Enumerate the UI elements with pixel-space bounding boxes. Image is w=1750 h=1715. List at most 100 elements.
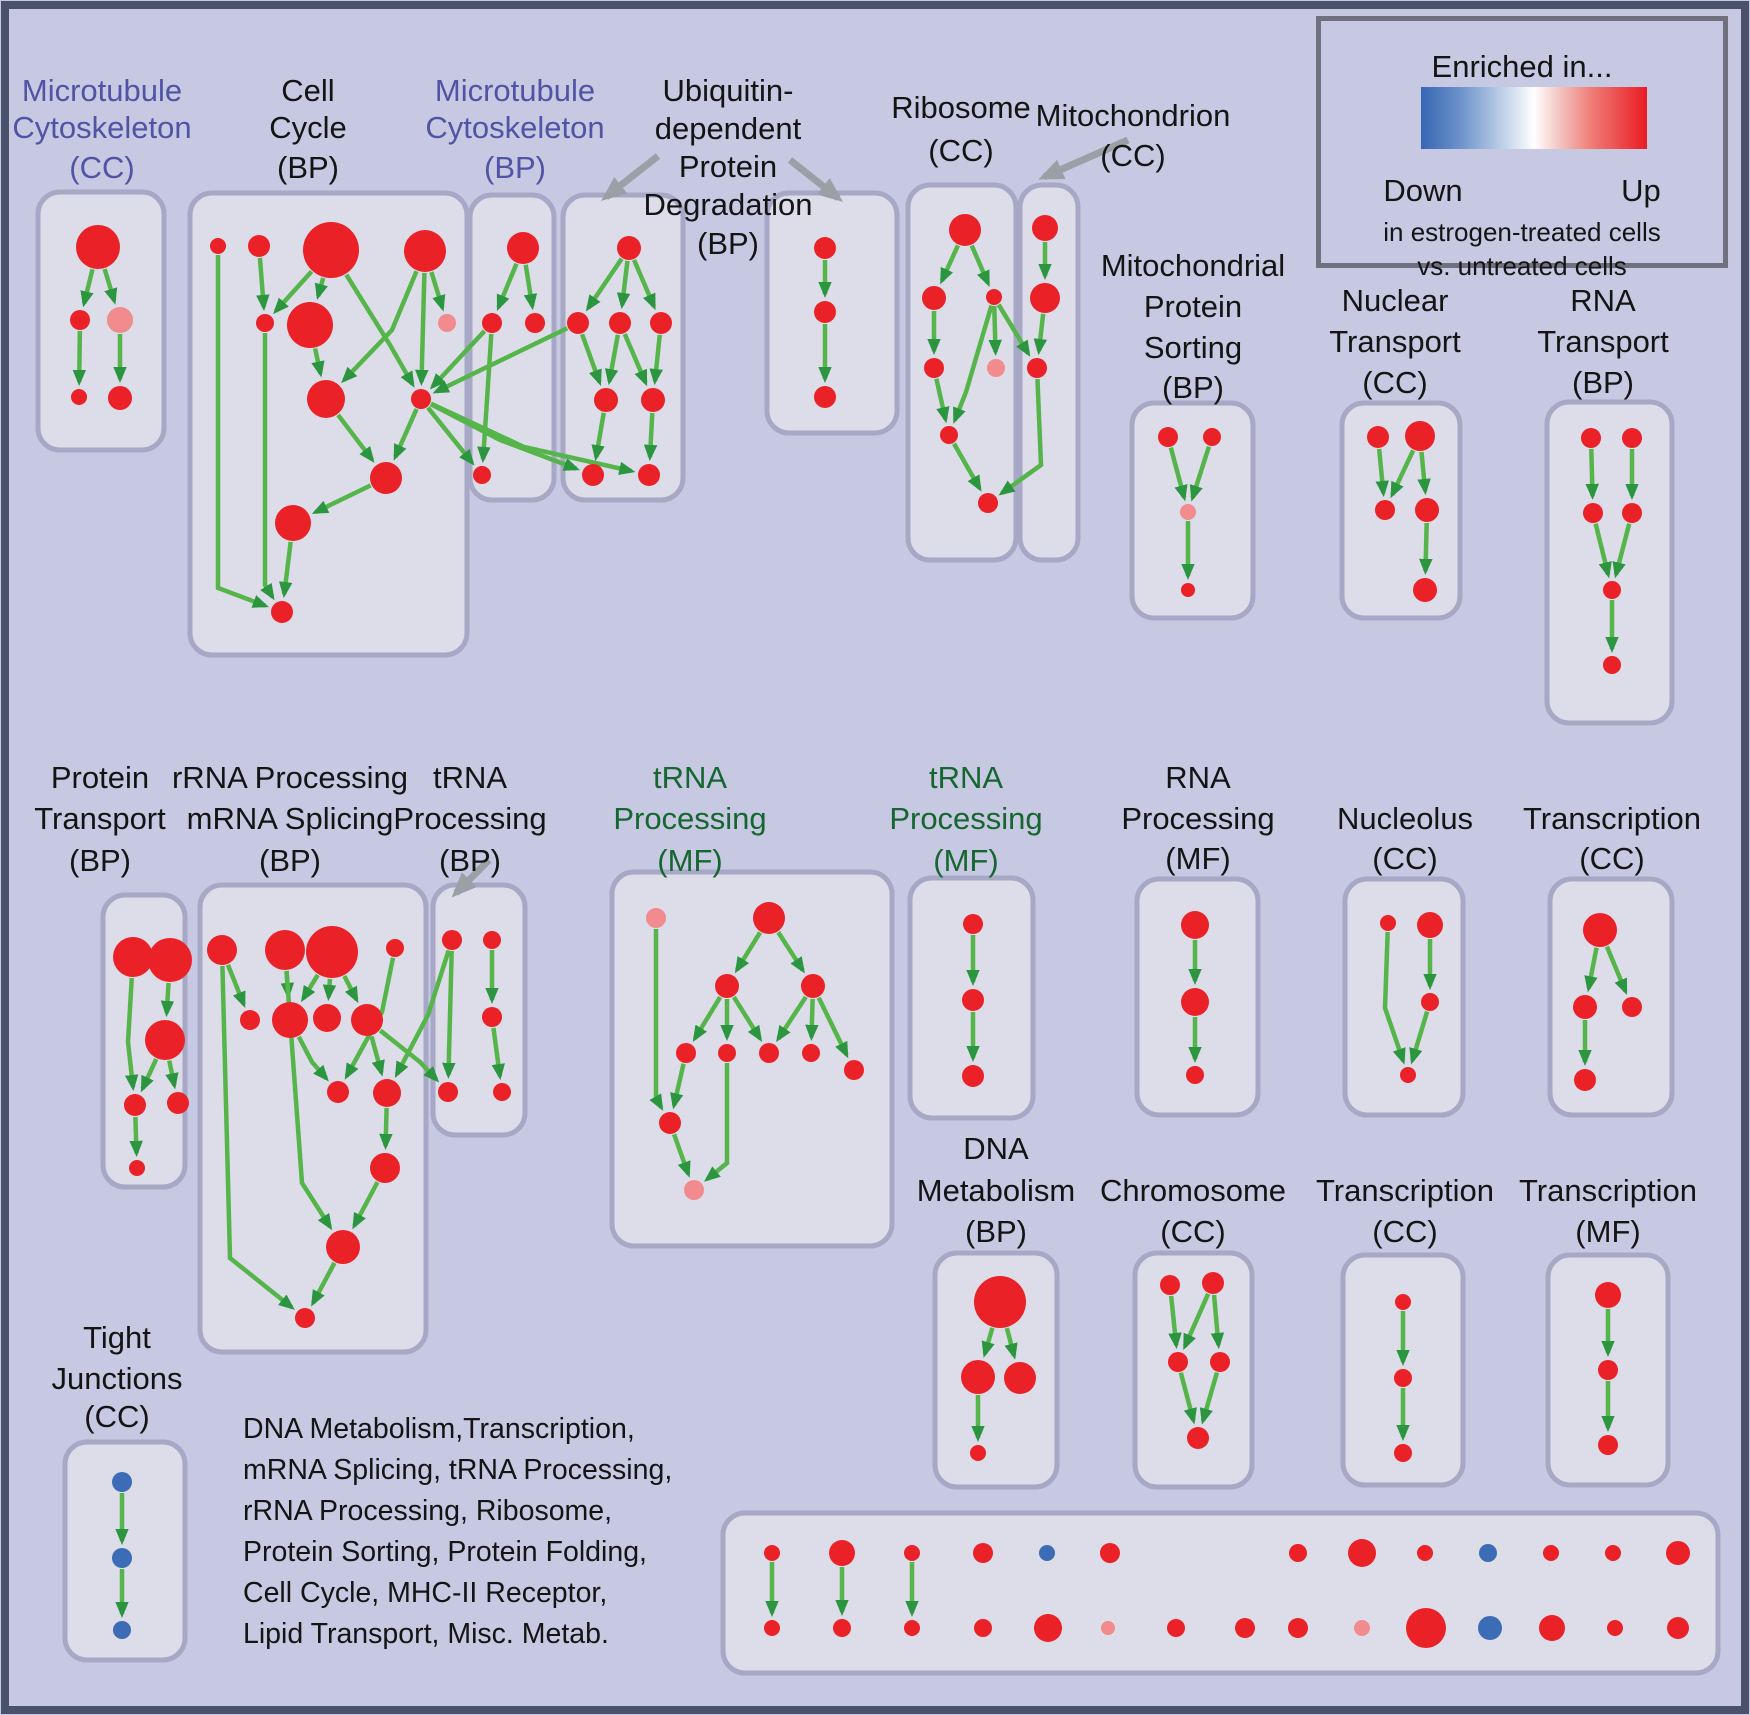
group-label-line: (BP)	[1162, 370, 1224, 405]
edge-arrow	[256, 257, 270, 312]
group-label-line: Mitochondrion	[1036, 98, 1231, 133]
go-term-node	[1598, 1360, 1618, 1380]
group-label-line: (BP)	[484, 150, 546, 185]
edge-arrow	[311, 347, 325, 378]
go-term-node	[1574, 1069, 1596, 1091]
group-label-line: (CC)	[1372, 841, 1437, 876]
edge-arrow	[1033, 313, 1048, 356]
go-term-node	[1667, 1617, 1689, 1639]
edge-arrow	[952, 304, 994, 424]
go-term-node	[148, 938, 192, 982]
group-label-line: Microtubule	[435, 73, 595, 108]
legend-up-label: Up	[1621, 173, 1661, 208]
go-term-node	[986, 289, 1002, 305]
edge-arrow	[591, 412, 606, 462]
go-term-node	[829, 1540, 855, 1566]
go-term-node	[973, 1543, 993, 1563]
edge-arrow	[301, 973, 320, 1003]
edge-arrow	[129, 1116, 143, 1158]
edge-arrow	[969, 244, 991, 287]
go-term-node	[1478, 1616, 1502, 1640]
go-term-node	[1348, 1539, 1376, 1567]
group-label-line: DNA	[963, 1131, 1029, 1166]
edge-arrow	[1585, 448, 1599, 501]
group-label-line: Transport	[1329, 324, 1461, 359]
edge-arrow	[314, 277, 328, 301]
go-term-node	[659, 1112, 681, 1134]
edge-arrow	[776, 995, 808, 1043]
group-label-line: Transcription	[1519, 1173, 1697, 1208]
go-term-node	[207, 935, 237, 965]
go-term-node	[493, 1083, 511, 1101]
go-term-node	[1595, 1282, 1621, 1308]
group-label-line: (BP)	[259, 843, 321, 878]
go-term-node	[303, 222, 359, 278]
go-term-node	[1032, 215, 1058, 241]
go-term-node	[1210, 1352, 1230, 1372]
edge-arrow	[1182, 1293, 1211, 1351]
go-term-node	[1583, 503, 1603, 523]
go-term-node	[949, 214, 981, 246]
edge-arrow	[342, 974, 359, 1004]
go-term-node	[265, 930, 305, 970]
colorbar-legend: Enriched in... Down Up in estrogen-treat…	[1316, 16, 1728, 281]
go-term-node	[1413, 578, 1437, 602]
edge-arrow	[336, 413, 375, 463]
group-label-line: Protein	[1144, 289, 1242, 324]
go-term-node	[1168, 1352, 1188, 1372]
go-term-node	[210, 238, 226, 254]
edge-arrow	[1210, 1294, 1225, 1350]
group-label-line: Degradation	[644, 187, 813, 222]
group-label-line: (MF)	[1165, 841, 1230, 876]
go-term-node	[275, 505, 311, 541]
go-term-node	[974, 1619, 992, 1637]
edge-arrow	[72, 330, 87, 387]
group-box	[1132, 1250, 1255, 1490]
go-term-node	[609, 312, 631, 334]
go-term-node	[1289, 1544, 1307, 1562]
edge-arrow	[369, 1035, 385, 1077]
go-term-node	[248, 235, 270, 257]
go-term-node	[1027, 358, 1047, 378]
edge-arrow	[952, 442, 982, 492]
edge-arrow	[731, 995, 763, 1043]
go-term-node	[1030, 283, 1060, 313]
edge-arrow	[491, 1027, 505, 1081]
go-term-node	[1039, 1545, 1055, 1561]
group-box	[197, 882, 429, 1355]
go-term-node	[373, 1079, 401, 1107]
edge-arrow	[523, 264, 538, 311]
group-label-line: Protein	[51, 760, 149, 795]
go-term-node	[256, 314, 274, 332]
go-term-node	[1394, 1369, 1412, 1387]
go-term-node	[801, 974, 825, 998]
group-label-line: dependent	[655, 111, 802, 146]
edge-arrow	[585, 257, 624, 312]
go-term-node	[1034, 1614, 1062, 1642]
go-term-node	[1186, 1066, 1204, 1084]
edge-arrow	[1417, 451, 1431, 496]
go-term-node	[974, 1276, 1026, 1328]
group-box	[1342, 876, 1466, 1118]
go-term-node	[272, 1002, 308, 1038]
group-label-line: mRNA Splicing	[187, 801, 394, 836]
go-term-node	[1400, 1067, 1416, 1083]
go-term-node	[1375, 500, 1395, 520]
group-label-line: Transcription	[1316, 1173, 1494, 1208]
go-term-node	[676, 1043, 696, 1063]
go-term-node	[844, 1060, 864, 1080]
go-term-node	[1004, 1362, 1036, 1394]
go-term-node	[1543, 1545, 1559, 1561]
edge-arrow	[344, 957, 396, 1080]
group-label-line: tRNA	[653, 760, 727, 795]
group-label-line: Chromosome	[1100, 1173, 1286, 1208]
go-term-node	[962, 989, 984, 1011]
go-term-node	[922, 286, 946, 310]
group-label-line: Processing	[613, 801, 766, 836]
go-term-node	[1622, 428, 1642, 448]
group-label-line: rRNA Processing	[172, 760, 408, 795]
go-term-node	[351, 1004, 383, 1036]
group-label-line: (CC)	[928, 133, 993, 168]
edge-arrow	[616, 260, 631, 310]
